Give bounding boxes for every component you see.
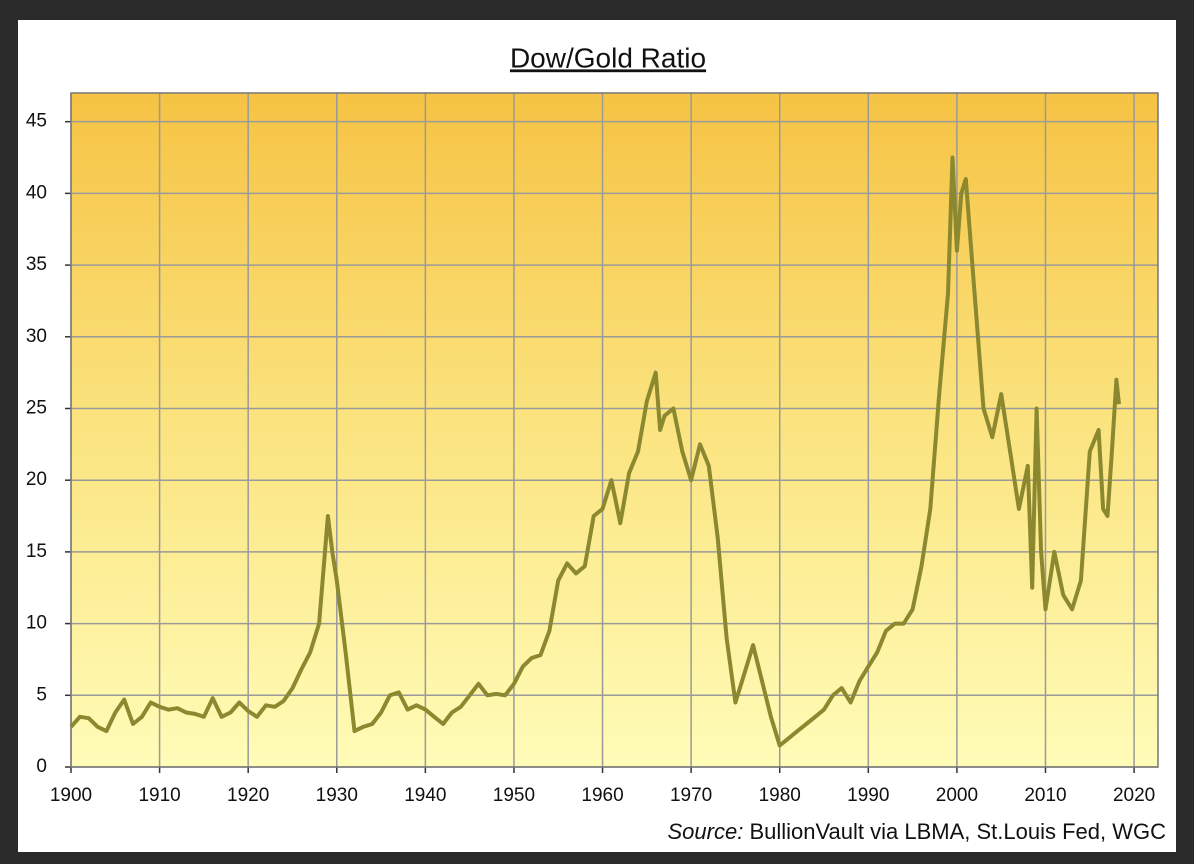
source: Source: BullionVault via LBMA, St.Louis … bbox=[668, 819, 1167, 844]
y-tick-label: 45 bbox=[26, 111, 47, 132]
y-tick-label: 20 bbox=[26, 469, 47, 490]
source-label: Source: bbox=[668, 819, 744, 844]
y-tick-label: 35 bbox=[26, 254, 47, 275]
x-tick-label: 1910 bbox=[138, 785, 180, 806]
x-tick-label: 1940 bbox=[404, 785, 446, 806]
x-tick-label: 1920 bbox=[227, 785, 269, 806]
x-tick-label: 2010 bbox=[1024, 785, 1066, 806]
data-line bbox=[69, 155, 1121, 748]
y-tick-label: 5 bbox=[36, 684, 47, 705]
x-tick-label: 2000 bbox=[936, 785, 978, 806]
y-tick-label: 15 bbox=[26, 541, 47, 562]
plot-area bbox=[71, 93, 1158, 767]
y-tick-label: 10 bbox=[26, 613, 47, 634]
chart-title: Dow/Gold Ratio bbox=[510, 42, 706, 73]
x-tick-label: 2020 bbox=[1113, 785, 1155, 806]
source-text: BullionVault via LBMA, St.Louis Fed, WGC bbox=[749, 819, 1166, 844]
y-tick-label: 40 bbox=[26, 182, 47, 203]
x-tick-label: 1980 bbox=[759, 785, 801, 806]
x-tick-label: 1970 bbox=[670, 785, 712, 806]
x-tick-label: 1950 bbox=[493, 785, 535, 806]
y-tick-label: 25 bbox=[26, 398, 47, 419]
x-tick-label: 1960 bbox=[581, 785, 623, 806]
x-tick-label: 1990 bbox=[847, 785, 889, 806]
plot-border bbox=[70, 92, 1159, 768]
x-tick-label: 1900 bbox=[50, 785, 92, 806]
y-tick-label: 30 bbox=[26, 326, 47, 347]
x-tick-label: 1930 bbox=[316, 785, 358, 806]
y-tick-label: 0 bbox=[36, 756, 47, 777]
